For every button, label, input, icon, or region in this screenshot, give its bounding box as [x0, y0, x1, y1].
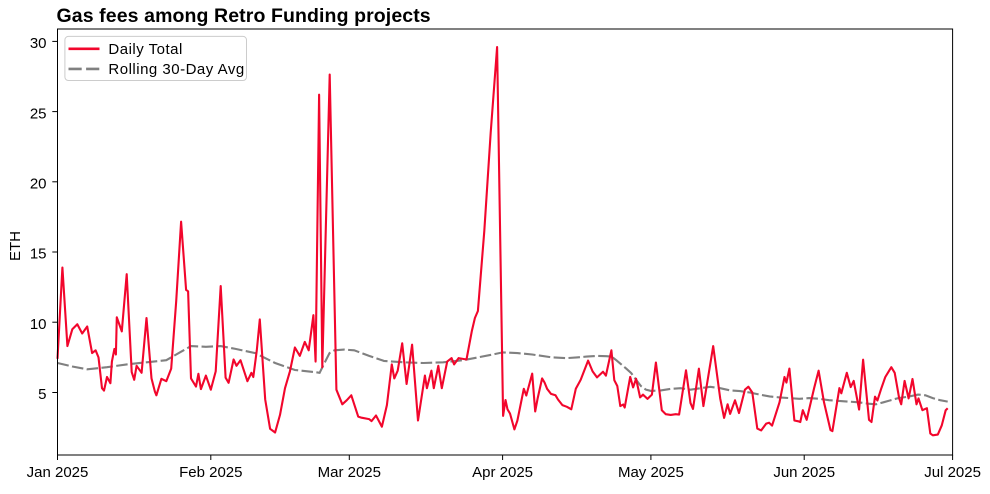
- svg-text:Jun 2025: Jun 2025: [773, 464, 835, 481]
- svg-text:25: 25: [30, 105, 47, 122]
- svg-text:Apr 2025: Apr 2025: [472, 464, 533, 481]
- svg-text:Feb 2025: Feb 2025: [179, 464, 242, 481]
- svg-text:Rolling 30-Day Avg: Rolling 30-Day Avg: [108, 61, 244, 78]
- svg-text:ETH: ETH: [7, 231, 24, 261]
- svg-text:Jul 2025: Jul 2025: [924, 464, 981, 481]
- svg-text:May 2025: May 2025: [618, 464, 684, 481]
- svg-text:20: 20: [30, 176, 47, 193]
- svg-text:Gas fees among Retro Funding p: Gas fees among Retro Funding projects: [57, 5, 431, 27]
- svg-text:30: 30: [30, 35, 47, 52]
- svg-text:Jan 2025: Jan 2025: [27, 464, 89, 481]
- svg-text:15: 15: [30, 246, 47, 263]
- svg-text:10: 10: [30, 316, 47, 333]
- svg-text:Daily Total: Daily Total: [108, 41, 182, 58]
- svg-text:5: 5: [38, 386, 46, 403]
- svg-text:Mar 2025: Mar 2025: [318, 464, 381, 481]
